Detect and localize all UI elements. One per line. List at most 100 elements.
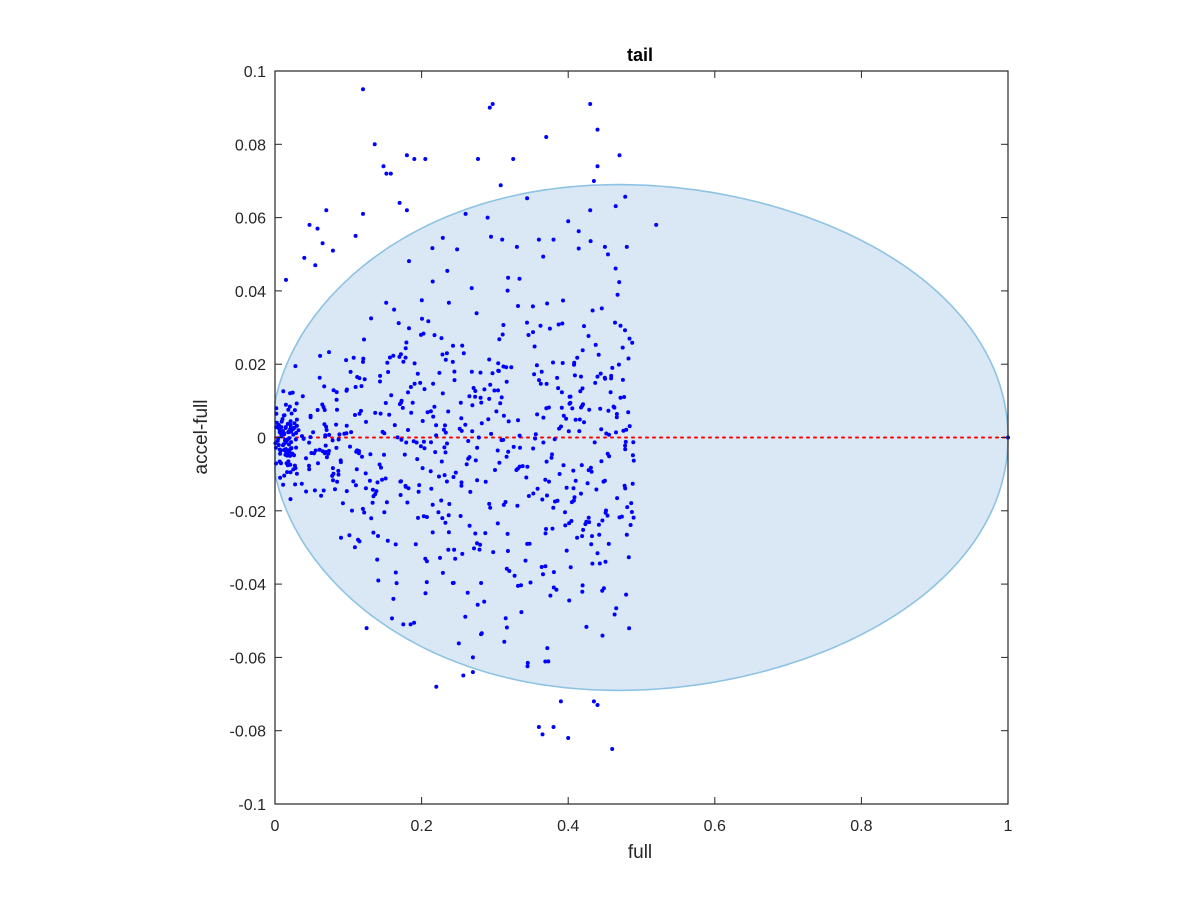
scatter-point xyxy=(545,301,550,306)
scatter-point xyxy=(568,565,573,570)
scatter-point xyxy=(395,435,400,440)
scatter-point xyxy=(497,337,502,342)
scatter-point xyxy=(397,354,402,359)
scatter-point xyxy=(292,425,297,430)
scatter-point xyxy=(335,479,340,484)
scatter-point xyxy=(463,211,468,216)
scatter-point xyxy=(579,491,583,496)
scatter-point xyxy=(278,475,283,480)
scatter-point xyxy=(430,279,435,284)
scatter-point xyxy=(287,404,292,409)
scatter-point xyxy=(442,445,447,450)
scatter-point xyxy=(408,622,413,627)
scatter-point xyxy=(506,419,511,424)
scatter-point xyxy=(478,542,483,547)
scatter-point xyxy=(430,530,435,535)
scatter-point xyxy=(315,226,320,231)
scatter-point xyxy=(550,526,555,531)
scatter-point xyxy=(459,480,464,485)
scatter-point xyxy=(563,510,567,515)
scatter-point xyxy=(470,403,475,408)
scatter-point xyxy=(500,332,505,337)
scatter-point xyxy=(388,171,393,176)
scatter-point xyxy=(374,489,379,494)
scatter-point xyxy=(551,505,556,510)
scatter-point xyxy=(380,477,384,482)
scatter-point xyxy=(474,311,479,316)
scatter-point xyxy=(413,542,418,547)
scatter-point xyxy=(428,469,433,474)
scatter-point xyxy=(629,510,634,514)
scatter-point xyxy=(309,451,314,455)
scatter-point xyxy=(283,437,288,442)
scatter-point xyxy=(603,559,608,564)
scatter-point xyxy=(452,378,457,383)
scatter-point xyxy=(404,153,409,158)
scatter-point xyxy=(538,323,543,328)
scatter-point xyxy=(355,375,360,379)
scatter-point xyxy=(605,513,610,518)
scatter-point xyxy=(334,445,339,450)
scatter-point xyxy=(577,429,582,434)
scatter-point xyxy=(353,233,358,238)
scatter-point xyxy=(504,379,509,384)
scatter-point xyxy=(330,473,335,478)
scatter-point xyxy=(580,589,585,594)
scatter-point xyxy=(294,417,299,422)
scatter-point xyxy=(407,259,411,264)
scatter-point xyxy=(431,381,436,386)
scatter-point xyxy=(571,486,576,491)
scatter-point xyxy=(371,530,376,535)
scatter-point xyxy=(614,606,619,611)
scatter-point xyxy=(293,482,298,487)
scatter-point xyxy=(378,379,382,384)
scatter-point xyxy=(614,415,619,420)
scatter-point xyxy=(334,390,339,395)
scatter-point xyxy=(623,486,628,491)
scatter-point xyxy=(335,407,339,412)
scatter-point xyxy=(627,336,632,341)
scatter-point xyxy=(429,440,433,445)
scatter-point xyxy=(595,127,600,132)
scatter-point xyxy=(391,596,396,601)
scatter-point xyxy=(595,551,600,556)
scatter-point xyxy=(496,388,500,393)
scatter-point xyxy=(504,625,509,630)
scatter-point xyxy=(404,440,409,445)
scatter-point xyxy=(315,408,320,412)
scatter-point xyxy=(602,478,607,483)
scatter-point xyxy=(344,387,349,392)
scatter-point xyxy=(567,394,572,399)
scatter-point xyxy=(450,581,455,585)
scatter-point xyxy=(606,252,610,257)
scatter-point xyxy=(483,479,488,484)
scatter-point xyxy=(320,402,325,407)
scatter-point xyxy=(359,384,364,389)
scatter-point xyxy=(438,555,442,560)
scatter-point xyxy=(595,164,600,169)
scatter-point xyxy=(368,452,373,457)
scatter-point xyxy=(302,255,307,260)
scatter-point xyxy=(294,401,299,406)
scatter-point xyxy=(288,446,293,451)
scatter-point xyxy=(376,534,380,538)
scatter-point xyxy=(580,583,585,588)
scatter-point xyxy=(349,430,354,435)
scatter-point xyxy=(623,443,628,448)
scatter-point xyxy=(406,486,411,491)
scatter-point xyxy=(384,500,389,505)
scatter-point xyxy=(597,532,602,537)
scatter-point xyxy=(561,298,565,303)
scatter-point xyxy=(360,454,364,459)
scatter-point xyxy=(610,365,615,370)
scatter-point xyxy=(443,357,448,362)
scatter-point xyxy=(287,442,291,447)
scatter-point xyxy=(475,478,480,483)
scatter-point xyxy=(466,439,471,443)
scatter-point xyxy=(324,428,329,432)
scatter-point xyxy=(415,371,420,376)
scatter-point xyxy=(591,699,596,704)
scatter-point xyxy=(558,699,563,704)
scatter-point xyxy=(407,326,411,331)
